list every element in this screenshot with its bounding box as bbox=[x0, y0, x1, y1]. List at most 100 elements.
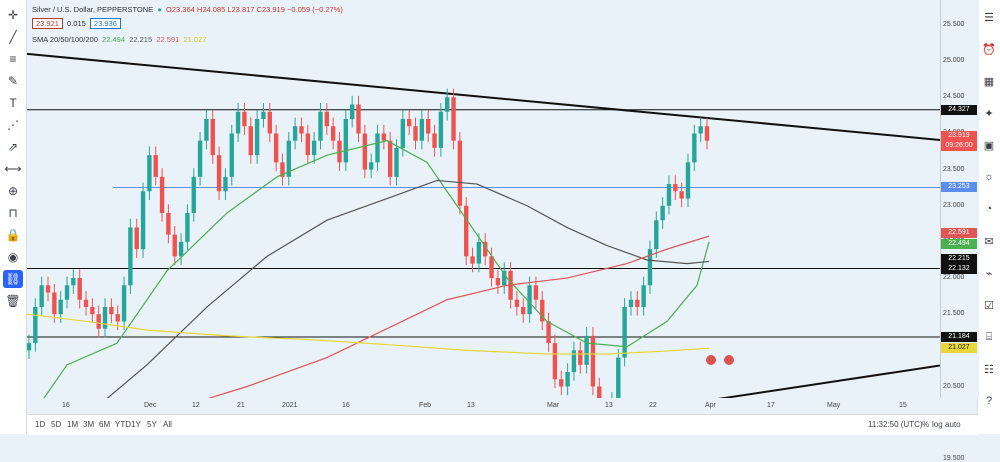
candle-body bbox=[216, 155, 222, 192]
help-icon[interactable]: ? bbox=[985, 395, 993, 407]
utc-clock[interactable]: 11:32:50 (UTC) bbox=[868, 420, 923, 429]
crosshair-icon[interactable]: ✛ bbox=[7, 8, 19, 22]
price-tag-sma200: 21.027 bbox=[941, 343, 977, 354]
time-axis-label: 17 bbox=[767, 402, 775, 409]
candle-body bbox=[464, 205, 469, 257]
price-axis-label: 22.000 bbox=[943, 274, 965, 282]
candle-body bbox=[502, 270, 507, 286]
candle-body bbox=[109, 306, 114, 315]
price-axis[interactable] bbox=[940, 0, 979, 398]
candle-body bbox=[235, 111, 241, 134]
eye-icon[interactable]: ◉ bbox=[7, 250, 19, 264]
zoom-in-icon[interactable]: ⊕ bbox=[7, 184, 19, 198]
order-panel-icon[interactable]: ☑ bbox=[984, 299, 994, 312]
text-icon[interactable]: T bbox=[9, 96, 17, 110]
candle-body bbox=[685, 162, 691, 199]
pattern-icon[interactable]: ⋰ bbox=[7, 118, 19, 132]
candle-body bbox=[654, 220, 659, 250]
forecast-icon[interactable]: ⇗ bbox=[7, 140, 19, 154]
price-tag-level-21184: 21.184 bbox=[941, 332, 977, 343]
candle-body bbox=[406, 118, 412, 127]
chat-icon[interactable]: ✉ bbox=[984, 235, 994, 248]
percent-toggle[interactable]: % bbox=[922, 420, 930, 429]
streams-icon[interactable]: ◔ bbox=[985, 203, 993, 215]
auto-toggle[interactable]: auto bbox=[945, 420, 961, 429]
range-button-all[interactable]: All bbox=[163, 420, 172, 429]
candle-body bbox=[115, 314, 120, 322]
candle-body bbox=[692, 133, 697, 163]
chart-canvas[interactable] bbox=[26, 0, 941, 462]
lock-icon[interactable]: 🔒 bbox=[5, 228, 21, 242]
legend-indicator-row: SMA 20/50/100/200 22.494 22.215 22.591 2… bbox=[32, 35, 206, 44]
trash-icon[interactable]: 🗑 bbox=[5, 294, 21, 308]
candle-body bbox=[191, 176, 196, 213]
candle-body bbox=[153, 155, 158, 177]
lock-drawings-icon[interactable]: ⛓ bbox=[3, 270, 23, 288]
time-axis[interactable]: 16 Dec 12 21 2021 16 Feb 13 Mar 13 22 Apr 17 May 15 bbox=[27, 398, 940, 414]
candle-body bbox=[204, 118, 209, 141]
range-button-1m[interactable]: 1M bbox=[67, 420, 79, 429]
data-window-icon[interactable]: ▦ bbox=[983, 75, 995, 88]
magnet-icon[interactable]: ⊓ bbox=[8, 206, 18, 220]
candle-body bbox=[45, 285, 51, 293]
brush-icon[interactable]: ✎ bbox=[7, 74, 19, 88]
price-axis-label: 24.500 bbox=[943, 93, 965, 101]
candle-body bbox=[197, 140, 203, 177]
candle-body bbox=[571, 350, 577, 373]
candle-body bbox=[578, 350, 583, 365]
ruler-icon[interactable]: ⟷ bbox=[4, 162, 22, 176]
calendar-icon[interactable]: ▣ bbox=[983, 139, 995, 152]
sma200-value: 21.027 bbox=[183, 35, 207, 44]
candle-body bbox=[83, 299, 89, 307]
range-button-1d[interactable]: 1D bbox=[35, 420, 46, 429]
watchlist-icon[interactable]: ☰ bbox=[984, 11, 994, 24]
range-button-3m[interactable]: 3M bbox=[83, 420, 95, 429]
range-button-5y[interactable]: 5Y bbox=[147, 420, 157, 429]
candle-body bbox=[438, 111, 444, 148]
candle-body bbox=[616, 357, 621, 401]
trend-line-icon[interactable]: ╱ bbox=[9, 30, 17, 44]
price-tag-mid-blue: 23.253 bbox=[941, 182, 977, 193]
dom-icon[interactable]: ⌸ bbox=[985, 330, 993, 343]
candle-body bbox=[166, 212, 171, 235]
legend-symbol-title[interactable]: Silver / U.S. Dollar, PEPPERSTONE bbox=[32, 5, 154, 14]
time-axis-label: May bbox=[827, 402, 841, 409]
price-axis-label: 25.000 bbox=[943, 57, 965, 65]
range-button-1y[interactable]: 1Y bbox=[131, 420, 141, 429]
candle-body bbox=[77, 278, 82, 300]
price-axis-label: 21.500 bbox=[943, 310, 965, 318]
price-tag-last-price: 23.919 bbox=[941, 131, 977, 142]
price-chart[interactable] bbox=[26, 0, 941, 462]
candle-body bbox=[647, 249, 653, 286]
horizontal-lines-icon[interactable]: ≡ bbox=[9, 52, 17, 66]
alerts-icon[interactable]: ⏰ bbox=[982, 43, 996, 56]
candle-body bbox=[495, 278, 501, 286]
event-flag-icon bbox=[724, 355, 734, 365]
time-axis-label: 22 bbox=[649, 402, 657, 409]
notifications-icon[interactable]: ⌁ bbox=[985, 267, 993, 280]
range-button-ytd[interactable]: YTD bbox=[115, 420, 131, 429]
ideas-icon[interactable]: ☼ bbox=[983, 171, 995, 183]
candle-body bbox=[58, 299, 63, 315]
right-sidebar: ☰ ⏰ ▦ ✦ ▣ ☼ ◔ ✉ ⌁ ☑ ⌸ ☷? bbox=[977, 0, 1000, 434]
range-button-5d[interactable]: 5D bbox=[51, 420, 62, 429]
candle-body bbox=[559, 379, 564, 387]
candle-body bbox=[128, 227, 133, 286]
range-button-6m[interactable]: 6M bbox=[99, 420, 111, 429]
time-axis-label: 13 bbox=[605, 402, 613, 409]
time-axis-label: 2021 bbox=[282, 402, 298, 409]
candle-body bbox=[622, 306, 627, 358]
time-axis-label: 13 bbox=[467, 402, 475, 409]
event-flag-icon bbox=[706, 355, 716, 365]
sell-price-button[interactable]: 23.921 bbox=[32, 18, 63, 29]
legend-ohlc: O23.364 H24.085 L23.817 C23.919 −0.059 (… bbox=[166, 5, 343, 14]
candle-body bbox=[483, 241, 488, 257]
indicator-name[interactable]: SMA 20/50/100/200 bbox=[32, 35, 98, 44]
hotlists-icon[interactable]: ✦ bbox=[984, 107, 994, 120]
price-tag-sma100: 22.591 bbox=[941, 228, 977, 239]
buy-price-button[interactable]: 23.936 bbox=[89, 18, 121, 29]
time-axis-label: 12 bbox=[192, 402, 200, 409]
candle-body bbox=[375, 133, 380, 163]
object-tree-icon[interactable]: ☷ bbox=[984, 363, 994, 376]
log-toggle[interactable]: log bbox=[932, 420, 943, 429]
